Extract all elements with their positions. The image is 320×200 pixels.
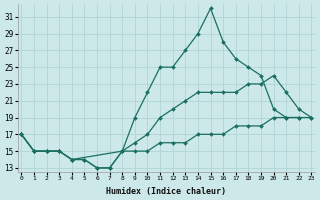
X-axis label: Humidex (Indice chaleur): Humidex (Indice chaleur) [107, 187, 227, 196]
